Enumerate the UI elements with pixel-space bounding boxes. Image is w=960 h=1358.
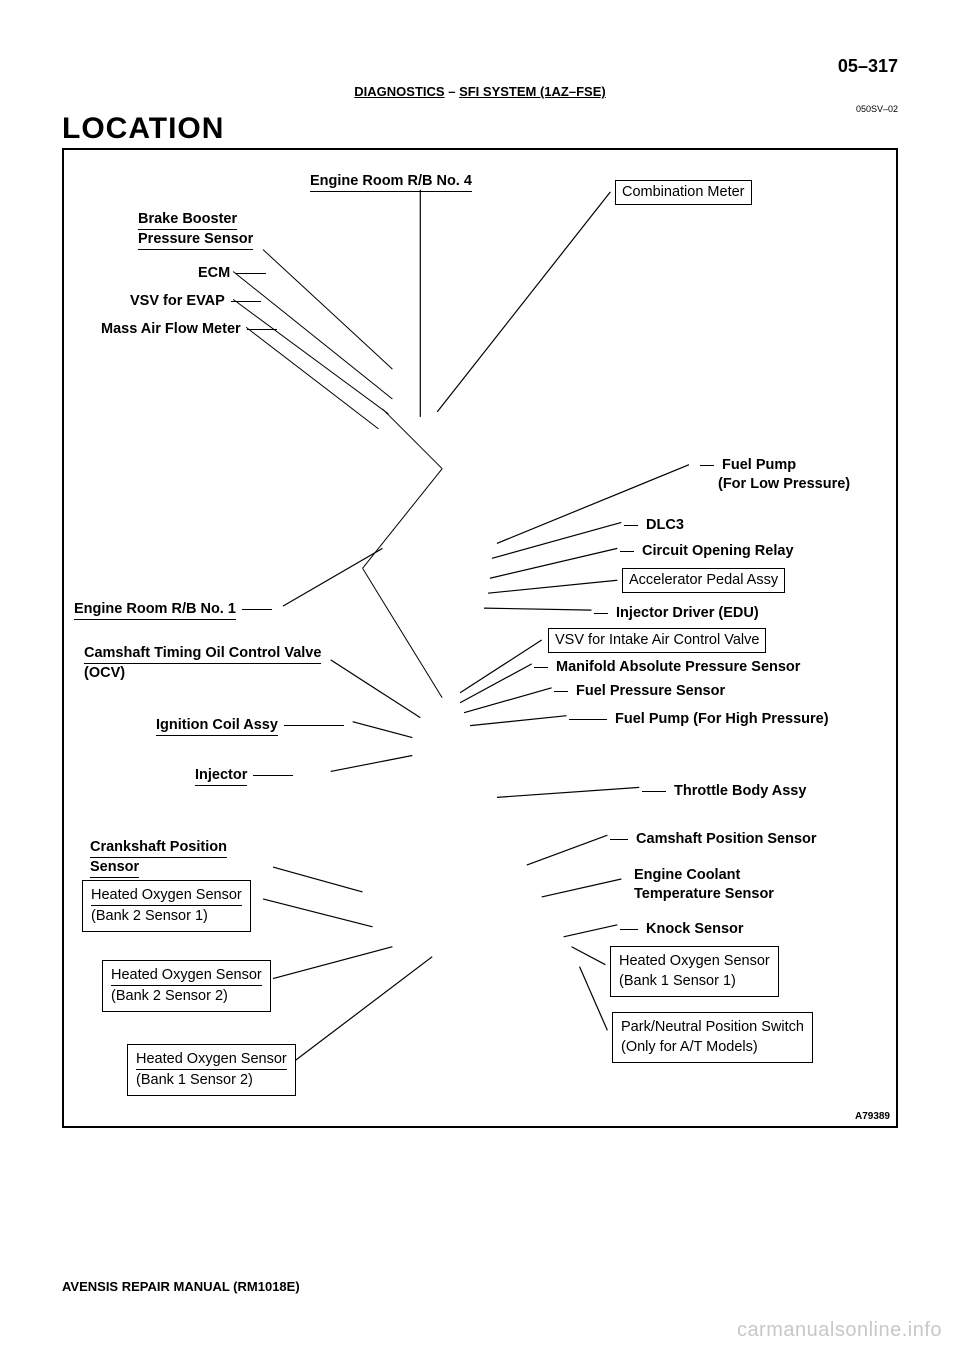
section-title: LOCATION — [62, 112, 224, 146]
dash-icon — [624, 525, 638, 526]
breadcrumb-right: SFI SYSTEM (1AZ–FSE) — [459, 84, 606, 99]
dash-icon — [231, 301, 261, 302]
dash-icon — [236, 273, 266, 274]
label-camshaft-position: Camshaft Position Sensor — [610, 830, 817, 849]
label-ho2-b2s2: Heated Oxygen Sensor (Bank 2 Sensor 2) — [102, 960, 271, 1012]
dash-icon — [569, 719, 607, 720]
dash-icon — [620, 551, 634, 552]
dash-icon — [534, 667, 548, 668]
dash-icon — [554, 691, 568, 692]
dash-icon — [253, 775, 293, 776]
diagram-box: Engine Room R/B No. 4 Combination Meter … — [62, 148, 898, 1128]
label-dlc3: DLC3 — [624, 516, 684, 535]
label-ecm: ECM — [198, 264, 266, 283]
label-ho2-b1s2: Heated Oxygen Sensor (Bank 1 Sensor 2) — [127, 1044, 296, 1096]
label-fuel-pressure-sensor: Fuel Pressure Sensor — [554, 682, 725, 701]
label-park-neutral: Park/Neutral Position Switch (Only for A… — [612, 1012, 813, 1063]
label-vsv-evap: VSV for EVAP — [130, 292, 261, 311]
label-mass-air-flow: Mass Air Flow Meter — [101, 320, 277, 339]
label-injector: Injector — [195, 766, 293, 786]
label-manifold-abs-pressure: Manifold Absolute Pressure Sensor — [534, 658, 800, 677]
label-ho2-b1s1: Heated Oxygen Sensor (Bank 1 Sensor 1) — [610, 946, 779, 997]
dash-icon — [620, 929, 638, 930]
label-throttle-body: Throttle Body Assy — [642, 782, 806, 801]
label-ignition-coil: Ignition Coil Assy — [156, 716, 344, 736]
dash-icon — [242, 609, 272, 610]
dash-icon — [700, 465, 714, 466]
dash-icon — [247, 329, 277, 330]
label-crankshaft-position: Crankshaft Position Sensor — [90, 838, 227, 878]
label-combination-meter: Combination Meter — [615, 180, 752, 205]
label-accelerator-pedal: Accelerator Pedal Assy — [622, 568, 785, 593]
dash-icon — [284, 725, 344, 726]
label-knock-sensor: Knock Sensor — [620, 920, 744, 939]
breadcrumb-sep: – — [448, 84, 455, 99]
dash-icon — [610, 839, 628, 840]
label-fuel-pump-low: Fuel Pump (For Low Pressure) — [700, 456, 850, 494]
label-brake-booster: Brake Booster Pressure Sensor — [138, 210, 253, 250]
label-engine-room-rb4: Engine Room R/B No. 4 — [310, 172, 472, 192]
dash-icon — [594, 613, 608, 614]
label-fuel-pump-high: Fuel Pump (For High Pressure) — [569, 710, 829, 729]
label-engine-coolant: Engine Coolant Temperature Sensor — [634, 866, 774, 904]
page: 05–317 DIAGNOSTICS – SFI SYSTEM (1AZ–FSE… — [0, 0, 960, 1358]
label-ho2-b2s1: Heated Oxygen Sensor (Bank 2 Sensor 1) — [82, 880, 251, 932]
header-code: 050SV–02 — [856, 104, 898, 114]
footer: AVENSIS REPAIR MANUAL (RM1018E) — [62, 1279, 300, 1294]
diagram-id: A79389 — [855, 1111, 890, 1122]
label-camshaft-ocv: Camshaft Timing Oil Control Valve (OCV) — [84, 644, 321, 683]
label-circuit-opening-relay: Circuit Opening Relay — [620, 542, 794, 561]
dash-icon — [642, 791, 666, 792]
label-injector-driver: Injector Driver (EDU) — [594, 604, 759, 623]
page-number: 05–317 — [838, 56, 898, 77]
label-engine-room-rb1: Engine Room R/B No. 1 — [74, 600, 272, 620]
watermark: carmanualsonline.info — [737, 1319, 942, 1342]
label-vsv-intake: VSV for Intake Air Control Valve — [548, 628, 766, 653]
breadcrumb-left: DIAGNOSTICS — [354, 84, 444, 99]
breadcrumb: DIAGNOSTICS – SFI SYSTEM (1AZ–FSE) — [0, 84, 960, 99]
